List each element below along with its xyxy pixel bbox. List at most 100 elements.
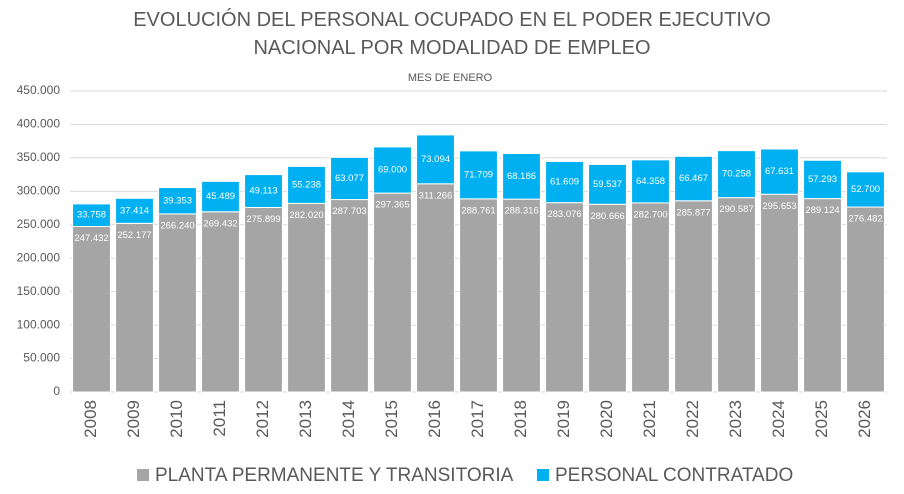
- y-tick-label: 400.000: [17, 117, 61, 131]
- legend-swatch: [137, 469, 149, 481]
- bar-segment: [545, 202, 584, 393]
- value-label: 73.094: [421, 154, 450, 165]
- value-label: 311.266: [419, 190, 453, 201]
- y-tick-label: 100.000: [17, 317, 61, 331]
- x-tick-label: 2010: [167, 400, 186, 438]
- y-tick-label: 350.000: [17, 150, 61, 164]
- value-label: 285.877: [676, 207, 710, 218]
- bar-segment: [416, 183, 455, 393]
- chart-title: EVOLUCIÓN DEL PERSONAL OCUPADO EN EL POD…: [133, 9, 771, 59]
- x-tick-label: 2019: [554, 400, 573, 438]
- x-tick-label: 2024: [769, 400, 788, 438]
- value-label: 287.703: [332, 206, 366, 217]
- bar-segment: [717, 197, 756, 393]
- bar-segment: [631, 202, 670, 393]
- bar-segment: [287, 165, 326, 204]
- bar-segment: [287, 202, 326, 393]
- bar-segment: [588, 203, 627, 393]
- value-label: 295.653: [762, 201, 796, 212]
- value-label: 247.432: [74, 233, 108, 244]
- value-label: 37.414: [120, 205, 149, 216]
- bar-segment: [158, 213, 197, 393]
- bar-segment: [846, 206, 885, 393]
- y-tick-label: 250.000: [17, 217, 61, 231]
- y-tick-label: 450.000: [17, 83, 61, 97]
- bar-segment: [588, 163, 627, 205]
- value-label: 282.020: [289, 210, 323, 221]
- bar-segment: [717, 150, 756, 199]
- value-label: 49.113: [249, 186, 277, 197]
- bar-segment: [158, 187, 197, 215]
- value-label: 275.899: [246, 214, 280, 225]
- value-label: 70.258: [722, 169, 751, 180]
- x-tick-label: 2009: [124, 400, 143, 438]
- bar-segment: [201, 180, 240, 213]
- value-label: 289.124: [805, 205, 839, 216]
- bar-segment: [115, 197, 154, 224]
- x-tick-label: 2017: [468, 400, 487, 438]
- bar-segment: [244, 206, 283, 393]
- value-label: 290.587: [719, 204, 753, 215]
- bar-segment: [416, 134, 455, 185]
- value-label: 71.709: [464, 169, 493, 180]
- bar-segment: [760, 148, 799, 195]
- value-label: 63.077: [335, 173, 364, 184]
- bar-segment: [330, 156, 369, 201]
- bar-segment: [760, 193, 799, 393]
- value-label: 66.467: [679, 173, 708, 184]
- bar-segment: [803, 159, 842, 200]
- value-label: 276.482: [848, 214, 882, 225]
- bar-segment: [244, 174, 283, 208]
- x-tick-label: 2026: [855, 400, 874, 438]
- legend-swatch: [537, 469, 549, 481]
- bar-segment: [459, 150, 498, 200]
- bar-segment: [373, 192, 412, 393]
- x-tick-label: 2020: [597, 400, 616, 438]
- bar-segment: [545, 160, 584, 204]
- bar-segment: [674, 200, 713, 393]
- bar-segment: [72, 225, 111, 393]
- x-tick-label: 2021: [640, 400, 659, 438]
- value-label: 252.177: [117, 230, 151, 241]
- value-label: 59.537: [593, 179, 622, 190]
- value-label: 64.358: [636, 176, 665, 187]
- legend-label: PLANTA PERMANENTE Y TRANSITORIA: [155, 465, 514, 486]
- y-tick-label: 50.000: [23, 351, 60, 365]
- value-label: 52.700: [851, 184, 880, 195]
- value-label: 288.761: [461, 205, 495, 216]
- x-tick-label: 2023: [726, 400, 745, 438]
- value-label: 57.293: [808, 174, 837, 185]
- x-tick-label: 2008: [81, 400, 100, 438]
- value-label: 280.666: [590, 211, 624, 222]
- bar-segment: [502, 198, 541, 393]
- bar-segment: [72, 203, 111, 227]
- bar-segment: [674, 155, 713, 202]
- bar-segment: [201, 211, 240, 393]
- value-label: 39.353: [163, 195, 192, 206]
- value-label: 282.700: [633, 209, 667, 220]
- value-label: 283.076: [547, 209, 581, 220]
- bar-segment: [115, 222, 154, 393]
- value-label: 297.365: [375, 200, 409, 211]
- x-tick-label: 2011: [210, 400, 229, 437]
- value-label: 55.238: [292, 179, 321, 190]
- value-label: 69.000: [378, 165, 407, 176]
- bar-segment: [631, 159, 670, 204]
- bar-segment: [459, 198, 498, 393]
- bar-segment: [373, 146, 412, 194]
- y-tick-label: 0: [53, 384, 60, 398]
- bar-segment: [803, 198, 842, 393]
- legend-label: PERSONAL CONTRATADO: [555, 465, 793, 486]
- value-label: 61.609: [550, 177, 579, 188]
- x-tick-label: 2016: [425, 400, 444, 438]
- chart-subtitle: MES DE ENERO: [408, 72, 493, 84]
- y-tick-label: 200.000: [17, 250, 61, 264]
- bar-segment: [502, 153, 541, 200]
- value-label: 67.631: [765, 166, 794, 177]
- y-tick-label: 150.000: [17, 284, 61, 298]
- x-tick-label: 2025: [812, 400, 831, 438]
- x-tick-label: 2022: [683, 400, 702, 438]
- value-label: 269.432: [203, 218, 237, 229]
